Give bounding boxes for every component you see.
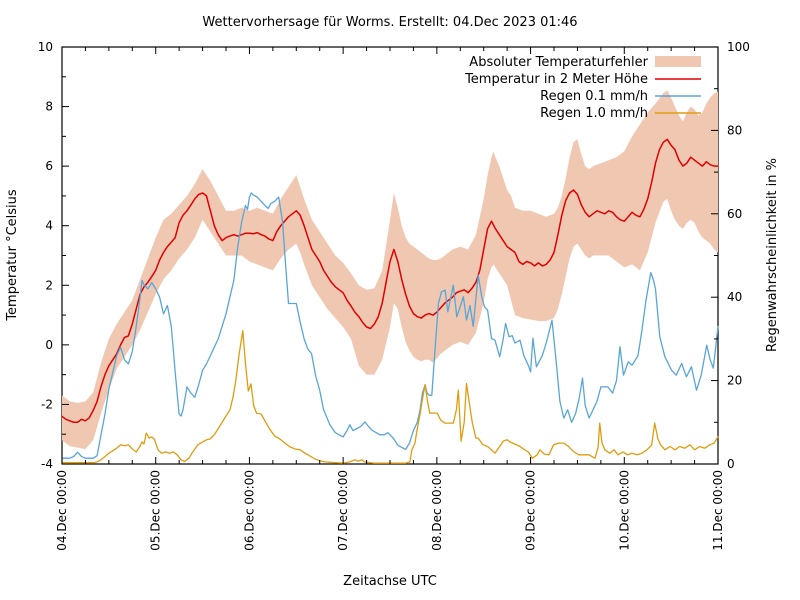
legend: Absoluter Temperaturfehler Temperatur in… <box>464 55 701 121</box>
x-tick-label: 07.Dec 00:00 <box>336 470 350 551</box>
error-band-swatch <box>655 56 701 67</box>
error-band-area <box>62 90 718 450</box>
line-series-group <box>61 138 719 464</box>
x-tick-label: 08.Dec 00:00 <box>430 470 444 551</box>
error-band-series <box>62 90 718 450</box>
x-tick-label: 06.Dec 00:00 <box>242 470 256 551</box>
y-axis-right-label: Regenwahrscheinlichkeit in % <box>765 158 780 352</box>
y-right-tick-label: 80 <box>727 123 742 137</box>
legend-label-temperature: Temperatur in 2 Meter Höhe <box>464 72 648 87</box>
y-right-tick-label: 40 <box>727 290 742 304</box>
axis-tick-labels: 04.Dec 00:00 05.Dec 00:00 06.Dec 00:00 07.D… <box>38 40 750 551</box>
y-left-tick-label: 0 <box>45 338 53 352</box>
y-left-tick-label: 8 <box>45 100 53 114</box>
y-left-tick-label: 2 <box>45 278 53 292</box>
y-left-tick-label: 4 <box>45 219 53 233</box>
y-left-tick-label: -2 <box>41 397 53 411</box>
rain01-line <box>61 192 719 459</box>
legend-label-rain10: Regen 1.0 mm/h <box>540 106 648 121</box>
legend-item-rain01: Regen 0.1 mm/h <box>540 89 701 104</box>
y-left-tick-label: -4 <box>41 457 53 471</box>
axis-ticks <box>61 46 719 465</box>
x-tick-label: 09.Dec 00:00 <box>524 470 538 551</box>
y-right-tick-label: 100 <box>727 40 750 54</box>
temperature-line <box>61 138 719 424</box>
y-left-tick-label: 6 <box>45 159 53 173</box>
legend-item-rain10: Regen 1.0 mm/h <box>540 106 701 121</box>
x-tick-label: 11.Dec 00:00 <box>711 470 725 551</box>
x-axis-label: Zeitachse UTC <box>343 574 437 589</box>
chart-title: Wettervorhersage für Worms. Erstellt: 04… <box>202 15 577 30</box>
legend-label-error-band: Absoluter Temperaturfehler <box>469 55 648 70</box>
y-axis-left-label: Temperatur °Celsius <box>5 189 20 322</box>
legend-item-temperature: Temperatur in 2 Meter Höhe <box>464 72 701 87</box>
x-tick-label: 05.Dec 00:00 <box>149 470 163 551</box>
y-right-tick-label: 20 <box>727 374 742 388</box>
y-left-tick-label: 10 <box>38 40 53 54</box>
rain10-line <box>61 329 719 464</box>
y-right-tick-label: 60 <box>727 207 742 221</box>
y-right-tick-label: 0 <box>727 457 735 471</box>
x-tick-label: 04.Dec 00:00 <box>55 470 69 551</box>
legend-item-error-band: Absoluter Temperaturfehler <box>469 55 701 70</box>
x-tick-label: 10.Dec 00:00 <box>617 470 631 551</box>
legend-label-rain01: Regen 0.1 mm/h <box>540 89 648 104</box>
